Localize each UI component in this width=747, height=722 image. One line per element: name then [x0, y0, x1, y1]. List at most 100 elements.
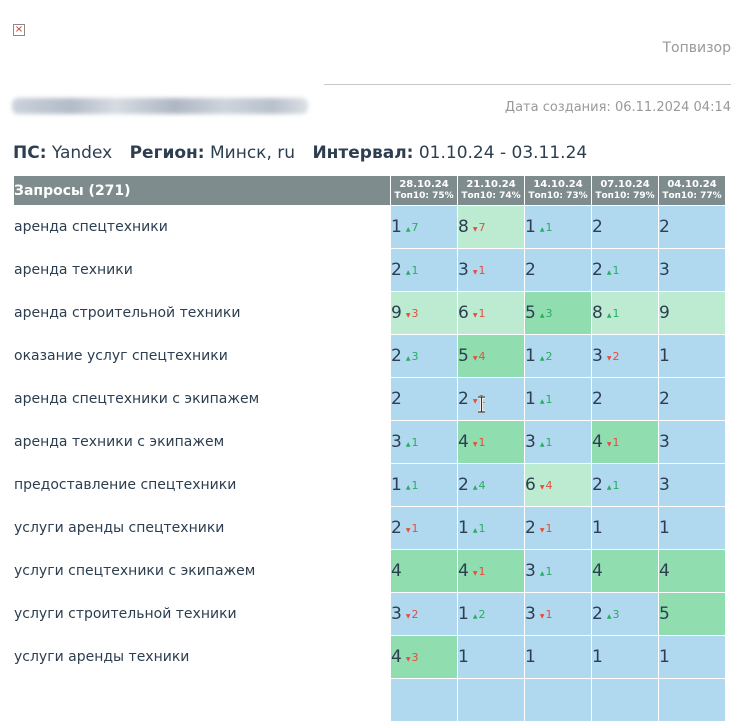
position-change-value: 1 — [545, 608, 553, 621]
triangle-arrow-icon: ▲ — [606, 484, 612, 491]
position-change-value: 1 — [478, 264, 486, 277]
position-cell: 2 — [524, 248, 592, 292]
position-value: 1 — [458, 647, 469, 667]
position-change: ▼1 — [473, 393, 486, 406]
position-cell: 2 ▲3 — [591, 592, 659, 636]
position-cell: 4 — [591, 549, 659, 593]
report-meta: ПС: Yandex Регион: Минск, ru Интервал: 0… — [13, 143, 587, 163]
date-column-header[interactable]: 07.10.24 Топ10: 79% — [591, 175, 659, 206]
triangle-arrow-icon: ▼ — [472, 312, 478, 319]
position-value: 3 — [391, 604, 402, 624]
position-cell: 2 — [658, 205, 726, 249]
creation-date-value: 06.11.2024 04:14 — [614, 100, 731, 115]
triangle-arrow-icon: ▲ — [405, 484, 411, 491]
region-label: Регион: — [129, 143, 205, 163]
position-change: ▼1 — [406, 522, 419, 535]
position-cell: 4 ▼1 — [457, 420, 525, 464]
position-value: 1 — [391, 217, 402, 237]
position-change: ▼4 — [473, 350, 486, 363]
position-value: 9 — [659, 303, 670, 323]
position-value: 2 — [458, 475, 469, 495]
position-cell: 1 ▲1 — [390, 463, 458, 507]
triangle-arrow-icon: ▼ — [606, 355, 612, 362]
query-cell: услуги аренды техники — [13, 635, 391, 679]
table-row: предоставление спецтехники 1 ▲1 2 ▲4 6 ▼4 2 ▲1 3 — [13, 463, 726, 507]
position-value: 4 — [458, 561, 469, 581]
query-cell: аренда спецтехники с экипажем — [13, 377, 391, 421]
position-cell: 4 — [658, 549, 726, 593]
position-value: 2 — [391, 260, 402, 280]
position-change: ▼1 — [473, 565, 486, 578]
position-cell: 2 — [390, 377, 458, 421]
position-change-value: 1 — [411, 522, 419, 535]
position-value: 8 — [458, 217, 469, 237]
position-cell — [591, 678, 659, 722]
date-column-header[interactable]: 28.10.24 Топ10: 75% — [390, 175, 458, 206]
position-value: 1 — [659, 346, 670, 366]
position-change-value: 1 — [612, 307, 620, 320]
position-cell: 4 ▼1 — [591, 420, 659, 464]
position-value: 2 — [525, 518, 536, 538]
position-change-value: 7 — [411, 221, 419, 234]
triangle-arrow-icon: ▼ — [472, 355, 478, 362]
query-cell: услуги спецтехники с экипажем — [13, 549, 391, 593]
position-change-value: 1 — [411, 436, 419, 449]
position-cell: 3 ▼1 — [457, 248, 525, 292]
position-value: 5 — [659, 604, 670, 624]
date-column-header[interactable]: 14.10.24 Топ10: 73% — [524, 175, 592, 206]
position-value: 3 — [659, 475, 670, 495]
position-value: 1 — [458, 604, 469, 624]
position-value: 4 — [659, 561, 670, 581]
position-change: ▼1 — [607, 436, 620, 449]
table-row: услуги строительной техники 3 ▼2 1 ▲2 3 ▼1 2 ▲3 5 — [13, 592, 726, 636]
position-cell: 8 ▲1 — [591, 291, 659, 335]
broken-image-icon: × — [13, 24, 25, 36]
triangle-arrow-icon: ▲ — [539, 312, 545, 319]
position-value: 2 — [592, 217, 603, 237]
position-change: ▲1 — [473, 522, 486, 535]
triangle-arrow-icon: ▼ — [472, 269, 478, 276]
position-change-value: 1 — [612, 479, 620, 492]
position-change-value: 1 — [478, 393, 486, 406]
triangle-arrow-icon: ▼ — [472, 570, 478, 577]
position-change: ▲2 — [540, 350, 553, 363]
triangle-arrow-icon: ▼ — [606, 441, 612, 448]
position-change: ▲1 — [540, 565, 553, 578]
brand-label: Топвизор — [662, 40, 731, 56]
query-cell — [13, 678, 391, 722]
triangle-arrow-icon: ▼ — [539, 613, 545, 620]
position-value: 2 — [592, 604, 603, 624]
position-cell: 1 ▲7 — [390, 205, 458, 249]
position-value: 3 — [659, 432, 670, 452]
position-change-value: 2 — [478, 608, 486, 621]
position-cell: 4 ▼3 — [390, 635, 458, 679]
position-change-value: 1 — [545, 565, 553, 578]
position-value: 8 — [592, 303, 603, 323]
position-change: ▲1 — [540, 393, 553, 406]
creation-date: Дата создания: 06.11.2024 04:14 — [505, 100, 731, 115]
position-cell: 2 — [658, 377, 726, 421]
position-change-value: 1 — [612, 436, 620, 449]
date-column-header[interactable]: 21.10.24 Топ10: 74% — [457, 175, 525, 206]
table-row: аренда спецтехники 1 ▲7 8 ▼7 1 ▲1 2 2 — [13, 205, 726, 249]
position-value: 9 — [391, 303, 402, 323]
position-change-value: 4 — [545, 479, 553, 492]
search-engine-label: ПС: — [13, 143, 47, 163]
triangle-arrow-icon: ▲ — [405, 441, 411, 448]
position-cell: 2 ▲4 — [457, 463, 525, 507]
triangle-arrow-icon: ▼ — [405, 312, 411, 319]
position-change-value: 3 — [411, 651, 419, 664]
date-column-header[interactable]: 04.10.24 Топ10: 77% — [658, 175, 726, 206]
table-row — [13, 678, 726, 722]
position-change-value: 1 — [411, 479, 419, 492]
position-change: ▼1 — [473, 307, 486, 320]
table-row: услуги аренды спецтехники 2 ▼1 1 ▲1 2 ▼1 1 1 — [13, 506, 726, 550]
position-value: 3 — [458, 260, 469, 280]
position-change: ▼1 — [473, 436, 486, 449]
position-cell: 1 — [658, 506, 726, 550]
position-cell: 1 — [591, 506, 659, 550]
position-value: 1 — [458, 518, 469, 538]
queries-column-header[interactable]: Запросы (271) — [13, 175, 391, 206]
position-cell — [658, 678, 726, 722]
position-cell: 1 ▲1 — [524, 377, 592, 421]
